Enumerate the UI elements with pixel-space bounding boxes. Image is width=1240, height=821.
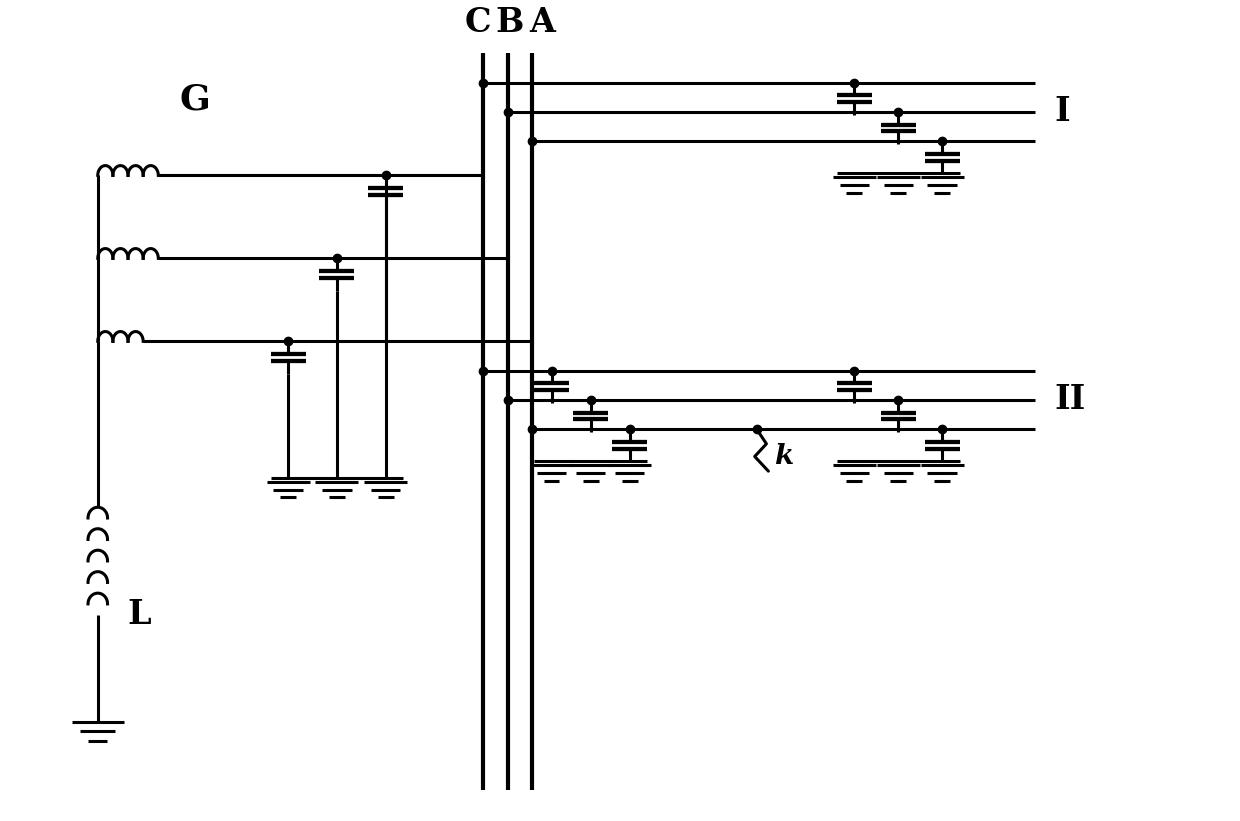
Text: I: I (1054, 95, 1070, 128)
Text: II: II (1054, 383, 1086, 416)
Text: k: k (774, 443, 794, 470)
Text: B: B (496, 6, 523, 39)
Text: C: C (464, 6, 491, 39)
Text: A: A (529, 6, 554, 39)
Text: L: L (126, 599, 151, 631)
Text: G: G (180, 83, 211, 117)
